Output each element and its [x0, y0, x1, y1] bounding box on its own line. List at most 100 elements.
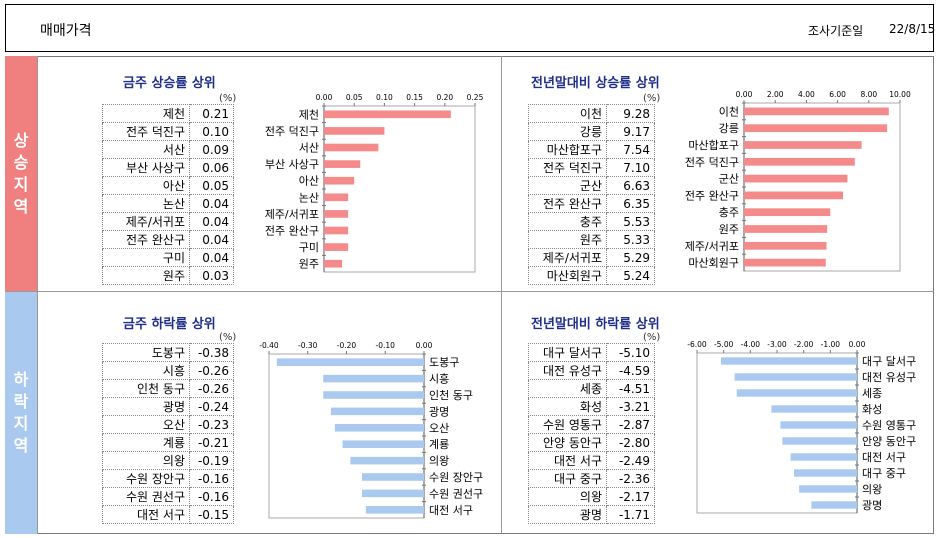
category-label: 수원 영통구	[862, 419, 916, 432]
bar	[362, 489, 424, 498]
bar	[324, 176, 355, 185]
x-tick-label: 0.05	[346, 93, 363, 102]
category-label: 전주 완산구	[265, 225, 319, 238]
change-value-cell: -0.16	[189, 487, 234, 506]
section-label-char: 하	[13, 370, 29, 389]
region-name-cell: 제주/서귀포	[102, 212, 190, 231]
change-value-cell: 7.54	[606, 140, 655, 159]
region-name-cell: 도봉구	[102, 343, 190, 362]
change-value-cell: 0.04	[189, 212, 234, 231]
change-value-cell: -2.49	[606, 451, 655, 470]
change-value-cell: -0.21	[189, 433, 234, 452]
data-table: 대구 달서구 -5.10 대전 유성구 -4.59 세종 -4.51 화성 -3.21 수원 영…	[528, 343, 655, 524]
region-name-cell: 부산 사상구	[102, 158, 190, 177]
region-name-cell: 의왕	[528, 487, 607, 506]
table-row: 이천 9.28	[528, 104, 655, 123]
change-value-cell: -0.19	[189, 451, 234, 470]
change-value-cell: 0.21	[189, 104, 234, 123]
category-label: 의왕	[429, 455, 449, 468]
table-row: 화성 -3.21	[528, 397, 655, 416]
region-name-cell: 원주	[102, 266, 190, 285]
x-tick-label: 2.00	[767, 90, 784, 99]
category-label: 원주	[299, 258, 319, 271]
table-row: 시흥 -0.26	[102, 361, 234, 380]
table-row: 세종 -4.51	[528, 379, 655, 398]
category-label: 광명	[862, 499, 882, 512]
region-name-cell: 광명	[528, 505, 607, 524]
table-row: 계룡 -0.21	[102, 433, 234, 452]
category-label: 서산	[299, 142, 319, 155]
side-divider	[37, 56, 38, 534]
bar	[721, 357, 857, 365]
x-tick-label: -0.30	[298, 341, 318, 350]
category-label: 원주	[719, 223, 739, 236]
section-label-char: 지	[13, 174, 29, 194]
change-value-cell: 0.05	[189, 176, 234, 195]
x-tick-label: 6.00	[829, 90, 846, 99]
table-row: 구미 0.04	[102, 248, 234, 267]
category-label: 아산	[299, 175, 319, 188]
category-label: 강릉	[719, 122, 739, 135]
table-row: 오산 -0.23	[102, 415, 234, 434]
bar	[744, 225, 828, 233]
section-label-char: 역	[13, 436, 29, 455]
bar-chart: -6.00 -5.00 -4.00 -3.00 -2.00 -1.00 0.00 대구 달서구…	[687, 340, 916, 514]
region-name-cell: 논산	[102, 194, 190, 213]
category-label: 대전 서구	[429, 504, 473, 517]
category-label: 부산 사상구	[265, 158, 319, 171]
category-label: 마산회원구	[688, 257, 739, 270]
region-name-cell: 제주/서귀포	[528, 248, 607, 267]
bar	[331, 407, 424, 416]
table-row: 대전 서구 -0.15	[102, 505, 234, 524]
unit-label: (%)	[643, 332, 661, 343]
table-row: 도봉구 -0.38	[102, 343, 234, 362]
bar	[771, 405, 857, 413]
region-name-cell: 충주	[528, 212, 607, 231]
region-name-cell: 의왕	[102, 451, 190, 470]
bar	[736, 389, 857, 397]
region-name-cell: 대전 유성구	[528, 361, 607, 380]
change-value-cell: -2.36	[606, 469, 655, 488]
category-label: 수원 권선구	[429, 487, 483, 500]
data-table: 제천 0.21 전주 덕진구 0.10 서산 0.09 부산 사상구 0.06 아산 0.05 논산…	[102, 104, 234, 285]
bar	[744, 157, 855, 166]
region-name-cell: 오산	[102, 415, 190, 434]
category-label: 논산	[299, 191, 319, 204]
table-row: 제천 0.21	[102, 104, 234, 123]
table-row: 군산 6.63	[528, 176, 655, 195]
change-value-cell: -2.80	[606, 433, 655, 452]
x-tick-label: -3.00	[767, 340, 787, 349]
change-value-cell: -0.23	[189, 415, 234, 434]
x-tick-label: 0.20	[436, 93, 453, 102]
change-value-cell: -4.51	[606, 379, 655, 398]
region-name-cell: 전주 덕진구	[102, 122, 190, 141]
change-value-cell: 0.06	[189, 158, 234, 177]
region-name-cell: 수원 권선구	[102, 487, 190, 506]
category-label: 마산합포구	[688, 139, 739, 152]
table-row: 마산합포구 7.54	[528, 140, 655, 159]
change-value-cell: -2.17	[606, 487, 655, 506]
section-label-char: 역	[13, 196, 29, 216]
data-table: 이천 9.28 강릉 9.17 마산합포구 7.54 전주 덕진구 7.10 군산 6.63 전주 …	[528, 104, 655, 285]
panel-title: 금주 상승률 상위	[123, 76, 216, 91]
table-row: 부산 사상구 0.06	[102, 158, 234, 177]
region-name-cell: 세종	[528, 379, 607, 398]
region-name-cell: 제천	[102, 104, 190, 123]
table-row: 충주 5.53	[528, 212, 655, 231]
region-name-cell: 대구 중구	[528, 469, 607, 488]
region-name-cell: 대전 서구	[528, 451, 607, 470]
bar	[794, 469, 857, 477]
category-label: 충주	[719, 206, 739, 219]
change-value-cell: 0.10	[189, 122, 234, 141]
region-name-cell: 계룡	[102, 433, 190, 452]
bar	[744, 241, 827, 250]
table-row: 논산 0.04	[102, 194, 234, 213]
category-label: 이천	[719, 104, 739, 118]
table-row: 인천 동구 -0.26	[102, 379, 234, 398]
center-divider	[501, 56, 502, 534]
region-name-cell: 수원 장안구	[102, 469, 190, 488]
category-label: 전주 완산구	[685, 189, 739, 202]
bar	[324, 127, 385, 135]
x-tick-label: 0.00	[736, 90, 753, 99]
